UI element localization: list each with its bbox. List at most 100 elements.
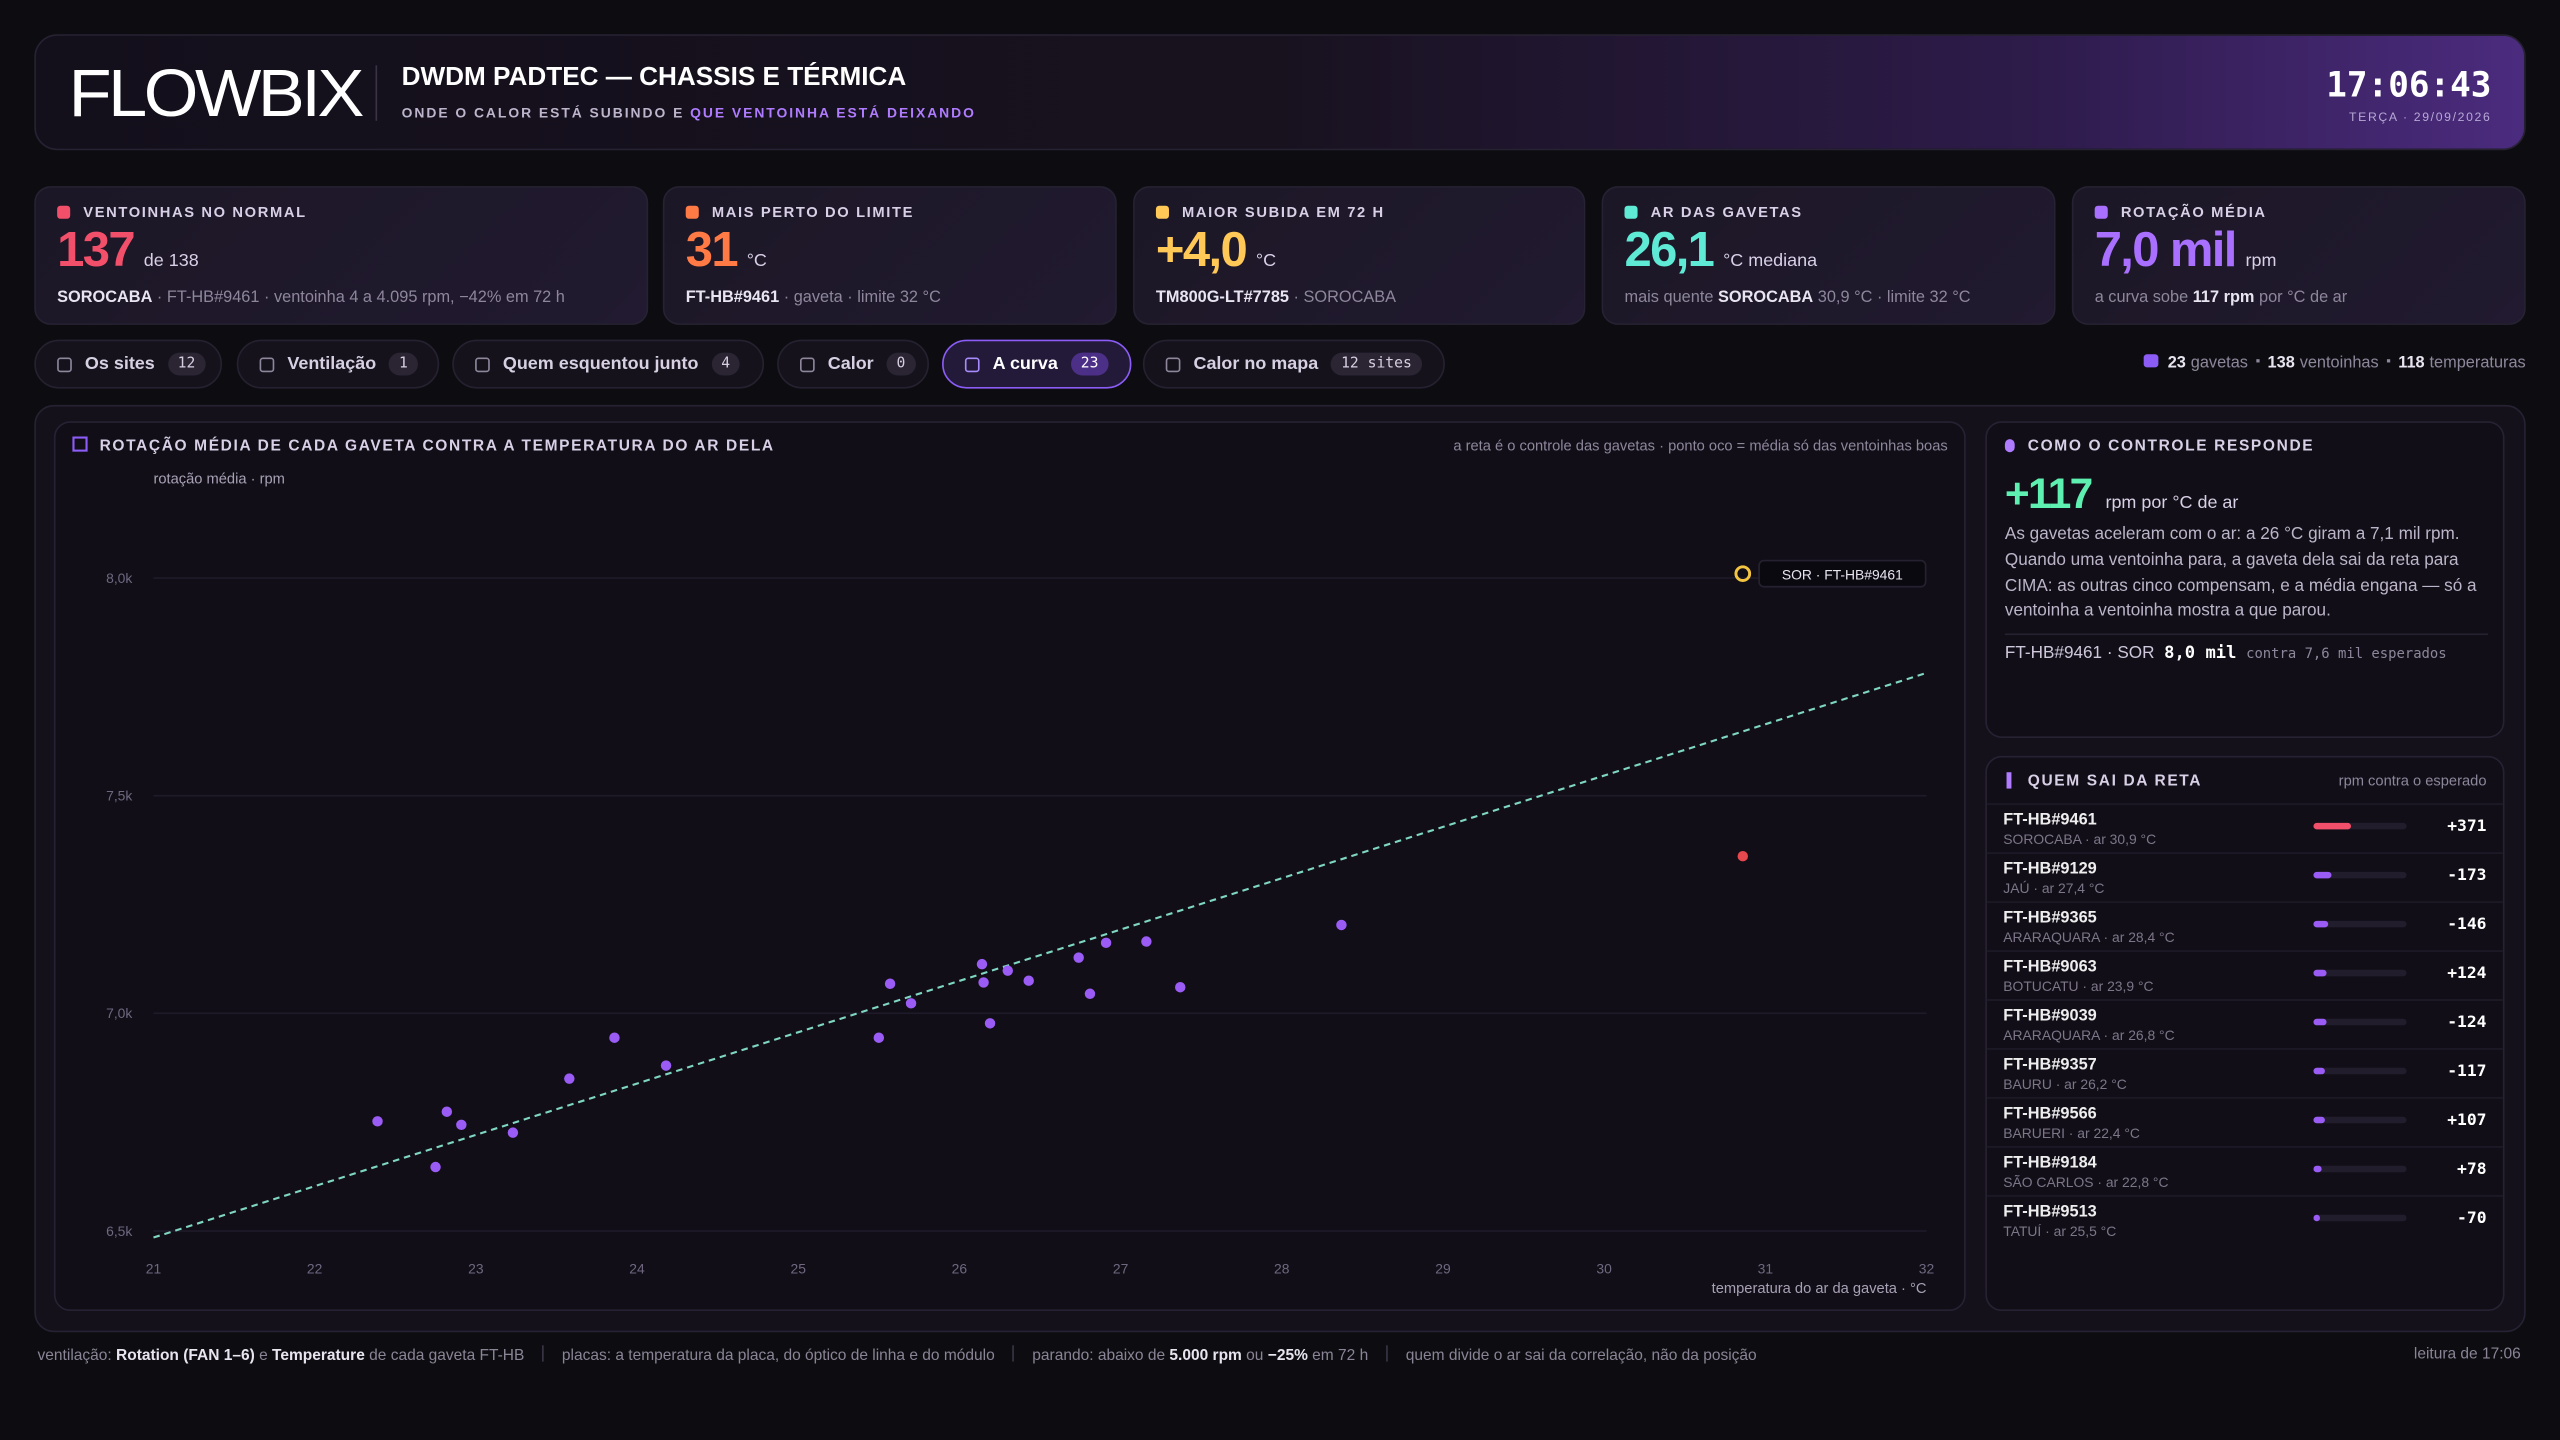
y-axis-label: rotação média · rpm bbox=[153, 471, 284, 487]
tab[interactable]: Quem esquentou junto 4 bbox=[452, 339, 765, 389]
row-divider bbox=[1986, 999, 2503, 1001]
date: TERÇA · 29/09/2026 bbox=[2349, 109, 2492, 125]
drawer-location: ARARAQUARA · ar 26,8 °C bbox=[2003, 1026, 2175, 1044]
deviation-bar bbox=[2313, 1214, 2321, 1222]
row-divider bbox=[1986, 1146, 2503, 1148]
tab[interactable]: Os sites 12 bbox=[34, 339, 223, 389]
kpi-note: TM800G-LT#7785 · SOROCABA bbox=[1156, 289, 1396, 307]
row-divider bbox=[1986, 1097, 2503, 1099]
annotation-box bbox=[1758, 559, 1927, 588]
scatter-point bbox=[564, 1073, 575, 1084]
panel-title-text: QUEM SAI DA RETA bbox=[2027, 772, 2203, 791]
icon bbox=[2143, 354, 2158, 368]
text-segment: 117 rpm bbox=[2192, 288, 2255, 307]
scatter-point bbox=[372, 1116, 383, 1127]
icon bbox=[2006, 772, 2012, 789]
deviation-label: -173 bbox=[2447, 866, 2487, 885]
x-tick-label: 27 bbox=[1113, 1260, 1129, 1276]
bar-track bbox=[2313, 1018, 2407, 1026]
text-segment: mais quente bbox=[1624, 288, 1718, 307]
kpi-unit: rpm bbox=[2245, 251, 2277, 272]
kpi-note: FT-HB#9461 · gaveta · limite 32 °C bbox=[686, 289, 941, 307]
deviation-label: +371 bbox=[2447, 817, 2487, 836]
drawer-location: JAÚ · ar 27,4 °C bbox=[2003, 879, 2105, 897]
deviation-label: +124 bbox=[2447, 964, 2487, 983]
summary: 23 gavetas 138 ventoinhas 118 temperaturas bbox=[2143, 354, 2526, 372]
bar-track bbox=[2313, 871, 2407, 879]
big-value: +117 bbox=[2004, 468, 2093, 518]
tab-count: 4 bbox=[711, 352, 740, 376]
panel-title: QUEM SAI DA RETA bbox=[2005, 772, 2202, 790]
subtitle: ONDE O CALOR ESTÁ SUBINDO E QUE VENTOINH… bbox=[402, 104, 976, 120]
scatter-point bbox=[976, 958, 988, 970]
kpi-label: ROTAÇÃO MÉDIA bbox=[2120, 204, 2267, 221]
title: DWDM PADTEC — CHASSIS E TÉRMICA bbox=[401, 63, 907, 92]
tab-count: 12 sites bbox=[1331, 352, 1422, 376]
x-tick-label: 24 bbox=[629, 1260, 645, 1276]
clock: 17:06:43 bbox=[2326, 65, 2492, 105]
scatter-point bbox=[1002, 965, 1013, 976]
response-panel: COMO O CONTROLE RESPONDE +117 rpm por °C… bbox=[1985, 421, 2505, 738]
scatter-point bbox=[978, 977, 989, 988]
x-tick-label: 26 bbox=[952, 1260, 968, 1276]
kpi-value: 26,1 bbox=[1624, 223, 1714, 278]
expected-note: contra 7,6 mil esperados bbox=[2246, 646, 2447, 663]
scatter-point bbox=[1737, 850, 1749, 862]
summary-label: ventoinhas bbox=[2299, 354, 2379, 373]
outlier-panel: QUEM SAI DA RETA rpm contra o esperado F… bbox=[1985, 755, 2505, 1312]
kpi-label: AR DAS GAVETAS bbox=[1650, 204, 1803, 221]
divider bbox=[2004, 633, 2489, 636]
drawer-id: FT-HB#9063 bbox=[2003, 958, 2097, 977]
response-value: +117 rpm por °C de ar bbox=[2005, 469, 2239, 520]
row-divider bbox=[1986, 901, 2503, 903]
text-segment: ou bbox=[1241, 1346, 1268, 1365]
kpi-note: mais quente SOROCABA 30,9 °C · limite 32… bbox=[1624, 289, 1970, 307]
drawer-location: ARARAQUARA · ar 28,4 °C bbox=[2003, 928, 2175, 946]
header: FLOWBIX DWDM PADTEC — CHASSIS E TÉRMICA … bbox=[34, 34, 2526, 151]
bar-track bbox=[2313, 1116, 2407, 1124]
kpi-card: MAIS PERTO DO LIMITE 31 °C FT-HB#9461 · gav… bbox=[662, 186, 1117, 325]
row-divider bbox=[1986, 1195, 2503, 1197]
tab-count: 12 bbox=[167, 352, 206, 376]
deviation-bar bbox=[2313, 1165, 2322, 1173]
drawer-id: FT-HB#9357 bbox=[2003, 1056, 2097, 1075]
response-footer: FT-HB#9461 · SOR 8,0 mil contra 7,6 mil … bbox=[2005, 643, 2447, 663]
deviation-label: -146 bbox=[2447, 915, 2487, 934]
deviation-bar bbox=[2313, 969, 2327, 977]
tab[interactable]: A curva 23 bbox=[942, 339, 1132, 389]
scatter-point bbox=[660, 1060, 672, 1071]
chart: ROTAÇÃO MÉDIA DE CADA GAVETA CONTRA A TE… bbox=[72, 436, 1948, 1297]
x-tick-label: 30 bbox=[1596, 1260, 1612, 1276]
y-tick-label: 6,5k bbox=[106, 1223, 132, 1239]
divider bbox=[375, 65, 378, 121]
y-tick-label: 7,5k bbox=[106, 788, 132, 804]
tab-label: Os sites bbox=[84, 354, 155, 374]
deviation-bar bbox=[2313, 871, 2332, 879]
tab-icon bbox=[475, 356, 490, 372]
bar-track bbox=[2313, 969, 2407, 977]
text-segment: placas: a temperatura da placa, do óptic… bbox=[561, 1346, 995, 1365]
footer: ventilação: Rotation (FAN 1–6) e Tempera… bbox=[38, 1345, 1757, 1365]
kpi-unit: °C mediana bbox=[1723, 251, 1818, 272]
tab[interactable]: Ventilação 1 bbox=[236, 339, 440, 389]
text-segment: Temperature bbox=[272, 1346, 365, 1365]
tab[interactable]: Calor 0 bbox=[777, 339, 929, 389]
bar-track bbox=[2313, 822, 2407, 830]
icon bbox=[2004, 439, 2015, 453]
title-icon bbox=[72, 436, 88, 452]
tab[interactable]: Calor no mapa 12 sites bbox=[1142, 339, 1445, 389]
subtitle-highlight: QUE VENTOINHA ESTÁ DEIXANDO bbox=[690, 104, 976, 121]
text-segment: TM800G-LT#7785 bbox=[1155, 288, 1290, 307]
description: As gavetas aceleram com o ar: a 26 °C gi… bbox=[2004, 524, 2477, 622]
summary-label: gavetas bbox=[2190, 354, 2248, 373]
unit: rpm por °C de ar bbox=[2105, 493, 2239, 513]
kpi-value-row: 137 de 138 bbox=[57, 224, 199, 280]
text-segment: 30,9 °C · limite 32 °C bbox=[1813, 288, 1971, 307]
bar-track bbox=[2313, 1067, 2407, 1075]
annotation-label: SOR · FT-HB#9461 bbox=[1782, 566, 1903, 582]
drawer-id: FT-HB#9184 bbox=[2003, 1154, 2097, 1173]
drawer-location: BARUERI · ar 22,4 °C bbox=[2003, 1124, 2140, 1142]
drawer-location: BOTUCATU · ar 23,9 °C bbox=[2003, 977, 2154, 995]
logo: FLOWBIX bbox=[68, 55, 365, 131]
drawer-location: BAURU · ar 26,2 °C bbox=[2003, 1075, 2127, 1093]
